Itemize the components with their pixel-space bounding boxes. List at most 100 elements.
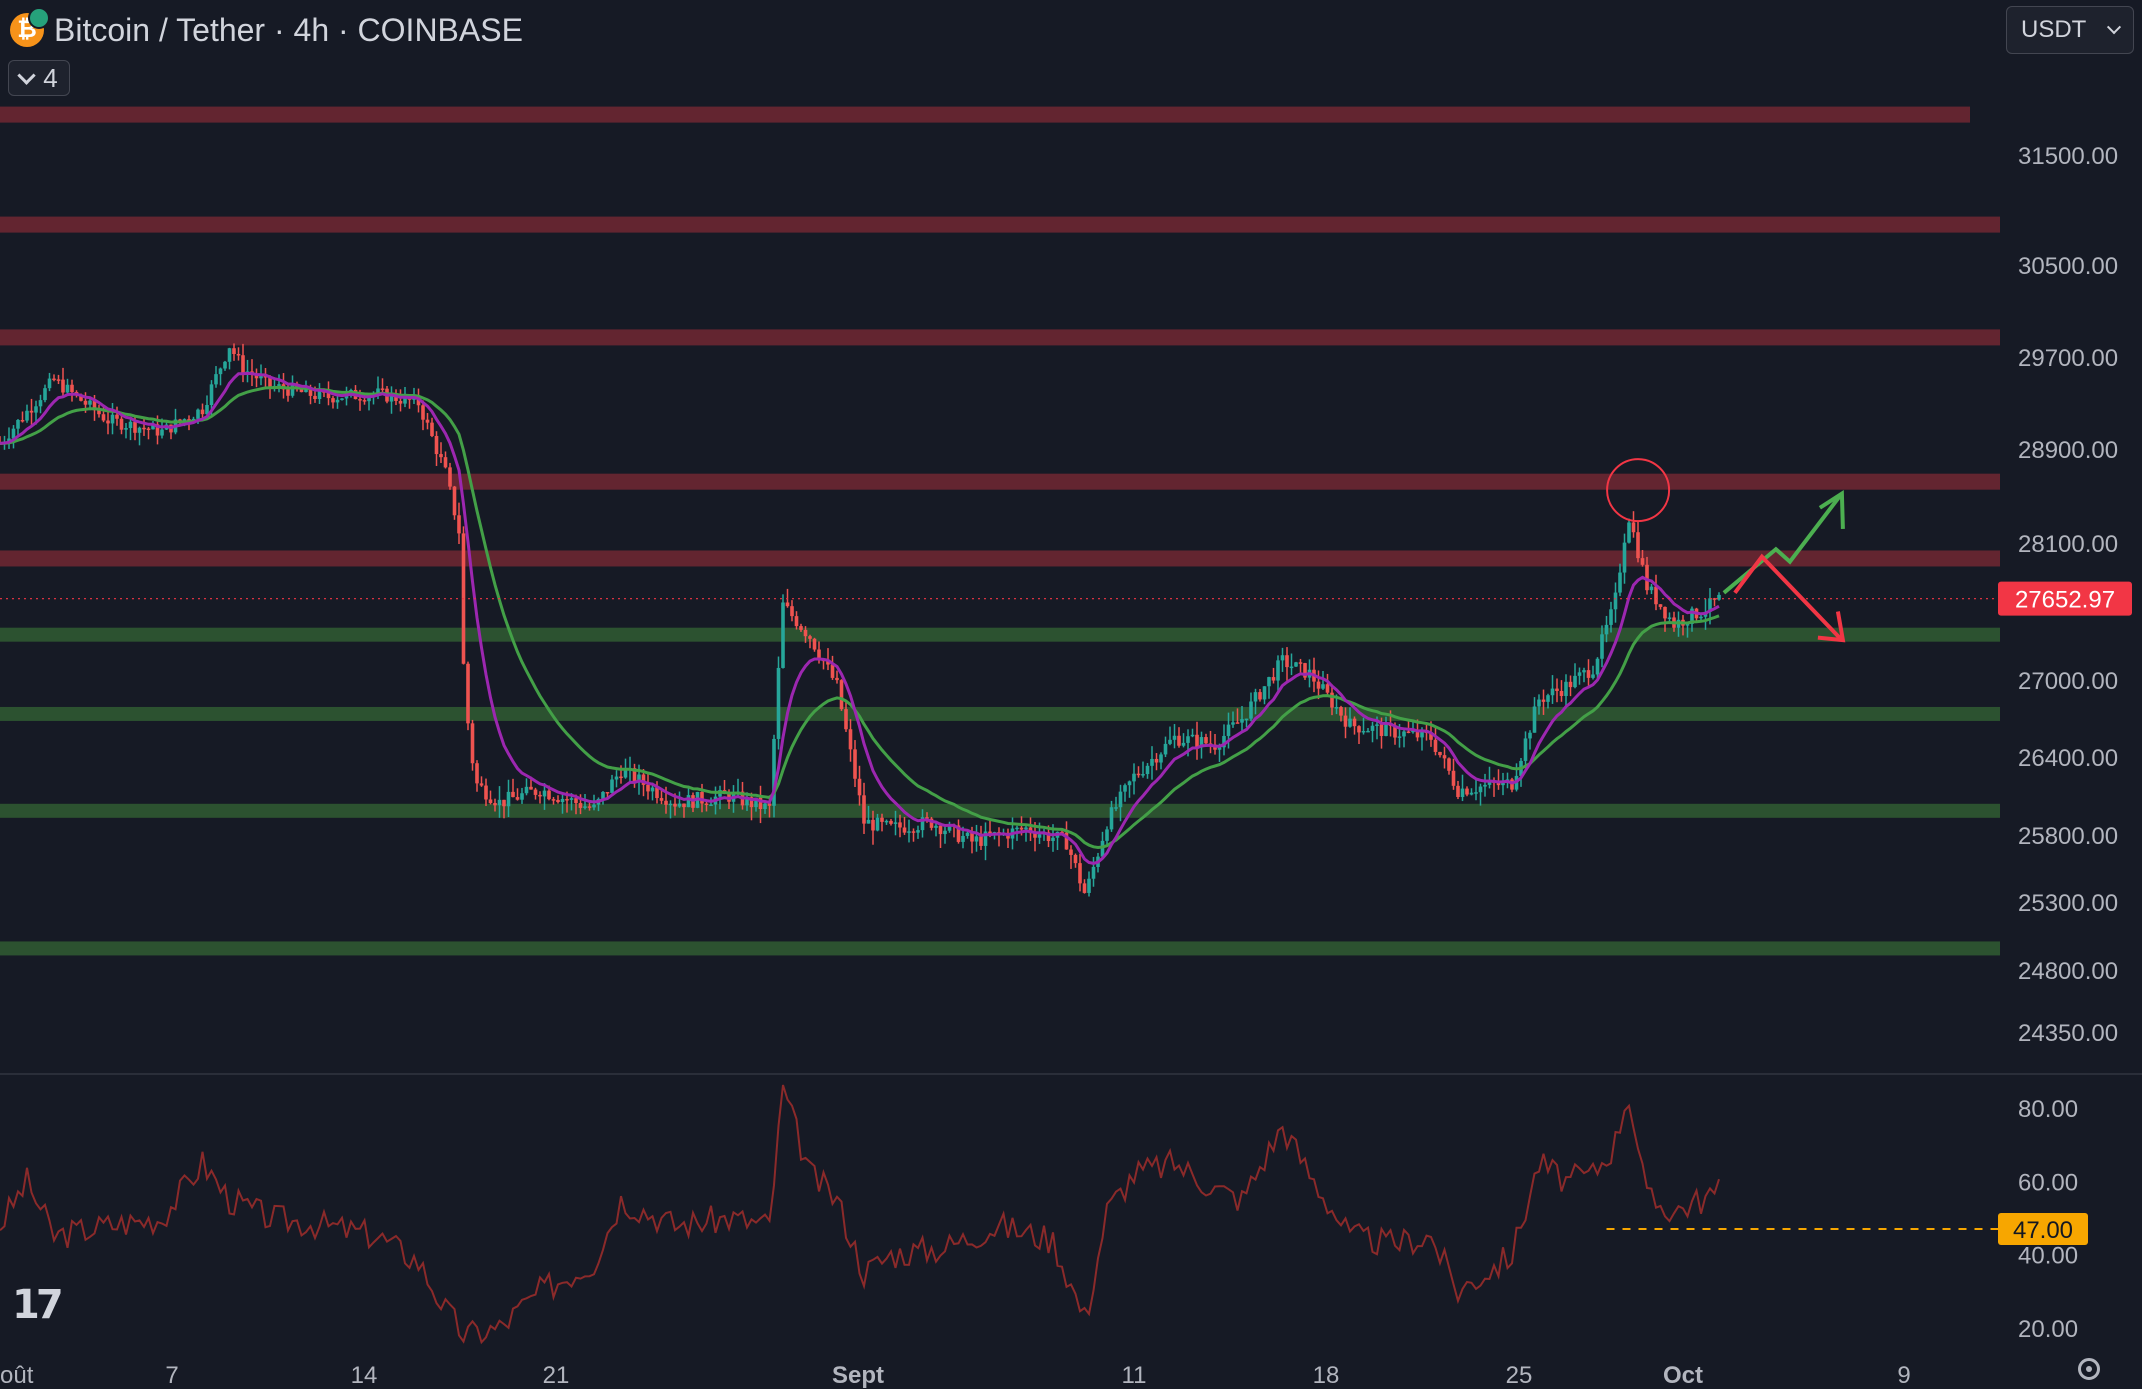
candle-body <box>308 387 313 396</box>
candle-body <box>1019 827 1024 830</box>
candle-body <box>812 638 817 650</box>
candle-body <box>1033 833 1037 838</box>
candle-body <box>466 663 470 724</box>
candle-body <box>223 361 227 369</box>
candle-body <box>520 793 524 800</box>
candle-body <box>421 405 425 420</box>
candle-body <box>659 798 664 801</box>
candle-body <box>47 378 52 389</box>
resistance-zone <box>0 216 2000 233</box>
candle-body <box>1685 623 1690 626</box>
candle-body <box>1393 725 1397 738</box>
candle-body <box>1262 686 1267 700</box>
candle-body <box>1586 670 1591 678</box>
candle-body <box>1649 586 1654 591</box>
candle-body <box>974 836 979 842</box>
candle-body <box>1379 724 1384 736</box>
indicators-toggle-button[interactable]: 4 <box>8 60 70 96</box>
candle-body <box>448 467 452 487</box>
candle-body <box>1600 634 1604 659</box>
rsi-pane: 80.00 60.00 40.00 20.00 47.00 <box>0 1084 2088 1345</box>
candle-body <box>848 729 853 750</box>
candle-body <box>1541 699 1546 702</box>
candle-body <box>979 836 983 846</box>
candle-body <box>1627 522 1631 543</box>
price-tick-label: 25300.00 <box>2018 890 2118 917</box>
candle-body <box>1415 730 1420 738</box>
candle-body <box>916 830 920 833</box>
candle-body <box>956 825 961 842</box>
candle-body <box>965 832 970 836</box>
candle-body <box>70 384 74 392</box>
candle-body <box>943 830 947 835</box>
candle-body <box>493 803 497 806</box>
candle-body <box>1204 737 1208 744</box>
candle-body <box>1690 608 1694 624</box>
candle-body <box>556 799 560 803</box>
candle-body <box>1523 738 1528 761</box>
bitcoin-tether-icon: ₿ <box>10 7 50 47</box>
candle-body <box>16 419 20 429</box>
gear-icon[interactable] <box>2078 1358 2100 1380</box>
candle-body <box>1271 677 1276 681</box>
candle-body <box>826 661 830 665</box>
candle-body <box>241 355 245 374</box>
time-tick-label: 9 <box>1897 1362 1910 1389</box>
candle-body <box>1411 730 1415 733</box>
candle-body <box>79 394 83 401</box>
candle-body <box>425 419 430 423</box>
candle-body <box>191 418 196 421</box>
candle-body <box>376 388 380 395</box>
price-tick-label: 30500.00 <box>2018 253 2118 280</box>
candle-body <box>862 795 866 824</box>
candle-body <box>1406 731 1411 733</box>
candle-body <box>542 790 547 797</box>
candle-body <box>1573 675 1577 688</box>
candle-body <box>1321 684 1325 689</box>
candle-body <box>1577 672 1582 676</box>
bullish-arrow-head <box>1818 490 1845 529</box>
candle-body <box>362 400 367 402</box>
candle-body <box>214 374 218 385</box>
candle-body <box>1145 765 1150 775</box>
indicator-count: 4 <box>43 62 58 93</box>
candle-body <box>1118 791 1123 808</box>
support-zone <box>0 627 2000 642</box>
currency-select[interactable]: USDT <box>2006 6 2134 54</box>
candle-body <box>1483 784 1487 787</box>
candle-body <box>884 820 889 823</box>
tradingview-logo-icon[interactable]: 17 <box>12 1282 64 1328</box>
candle-body <box>1051 837 1055 842</box>
candle-body <box>398 400 403 404</box>
candle-body <box>511 791 515 798</box>
candle-body <box>119 418 124 430</box>
candle-body <box>263 376 268 378</box>
candle-body <box>227 348 232 362</box>
candle-body <box>574 798 578 804</box>
candle-body <box>835 677 839 681</box>
candle-body <box>479 783 484 786</box>
candle-body <box>1564 681 1568 697</box>
candle-body <box>259 376 263 379</box>
candle-body <box>1465 788 1469 795</box>
candle-body <box>614 776 619 780</box>
candle-body <box>776 667 781 739</box>
candle-body <box>1712 598 1717 600</box>
candle-body <box>1537 699 1541 707</box>
candle-body <box>1550 688 1555 696</box>
candle-body <box>1496 782 1501 786</box>
candle-body <box>529 786 533 790</box>
candle-body <box>592 804 596 808</box>
candle-body <box>1487 780 1492 785</box>
rsi-value-label: 47.00 <box>2013 1217 2073 1244</box>
candle-body <box>160 429 164 436</box>
candle-body <box>299 389 304 393</box>
candle-body <box>763 803 767 810</box>
symbol-title[interactable]: Bitcoin / Tether · 4h · COINBASE <box>54 11 523 48</box>
candle-body <box>1667 617 1672 619</box>
candle-body <box>587 806 592 808</box>
candle-body <box>947 824 952 831</box>
candle-body <box>88 400 92 405</box>
candle-body <box>1190 734 1195 737</box>
